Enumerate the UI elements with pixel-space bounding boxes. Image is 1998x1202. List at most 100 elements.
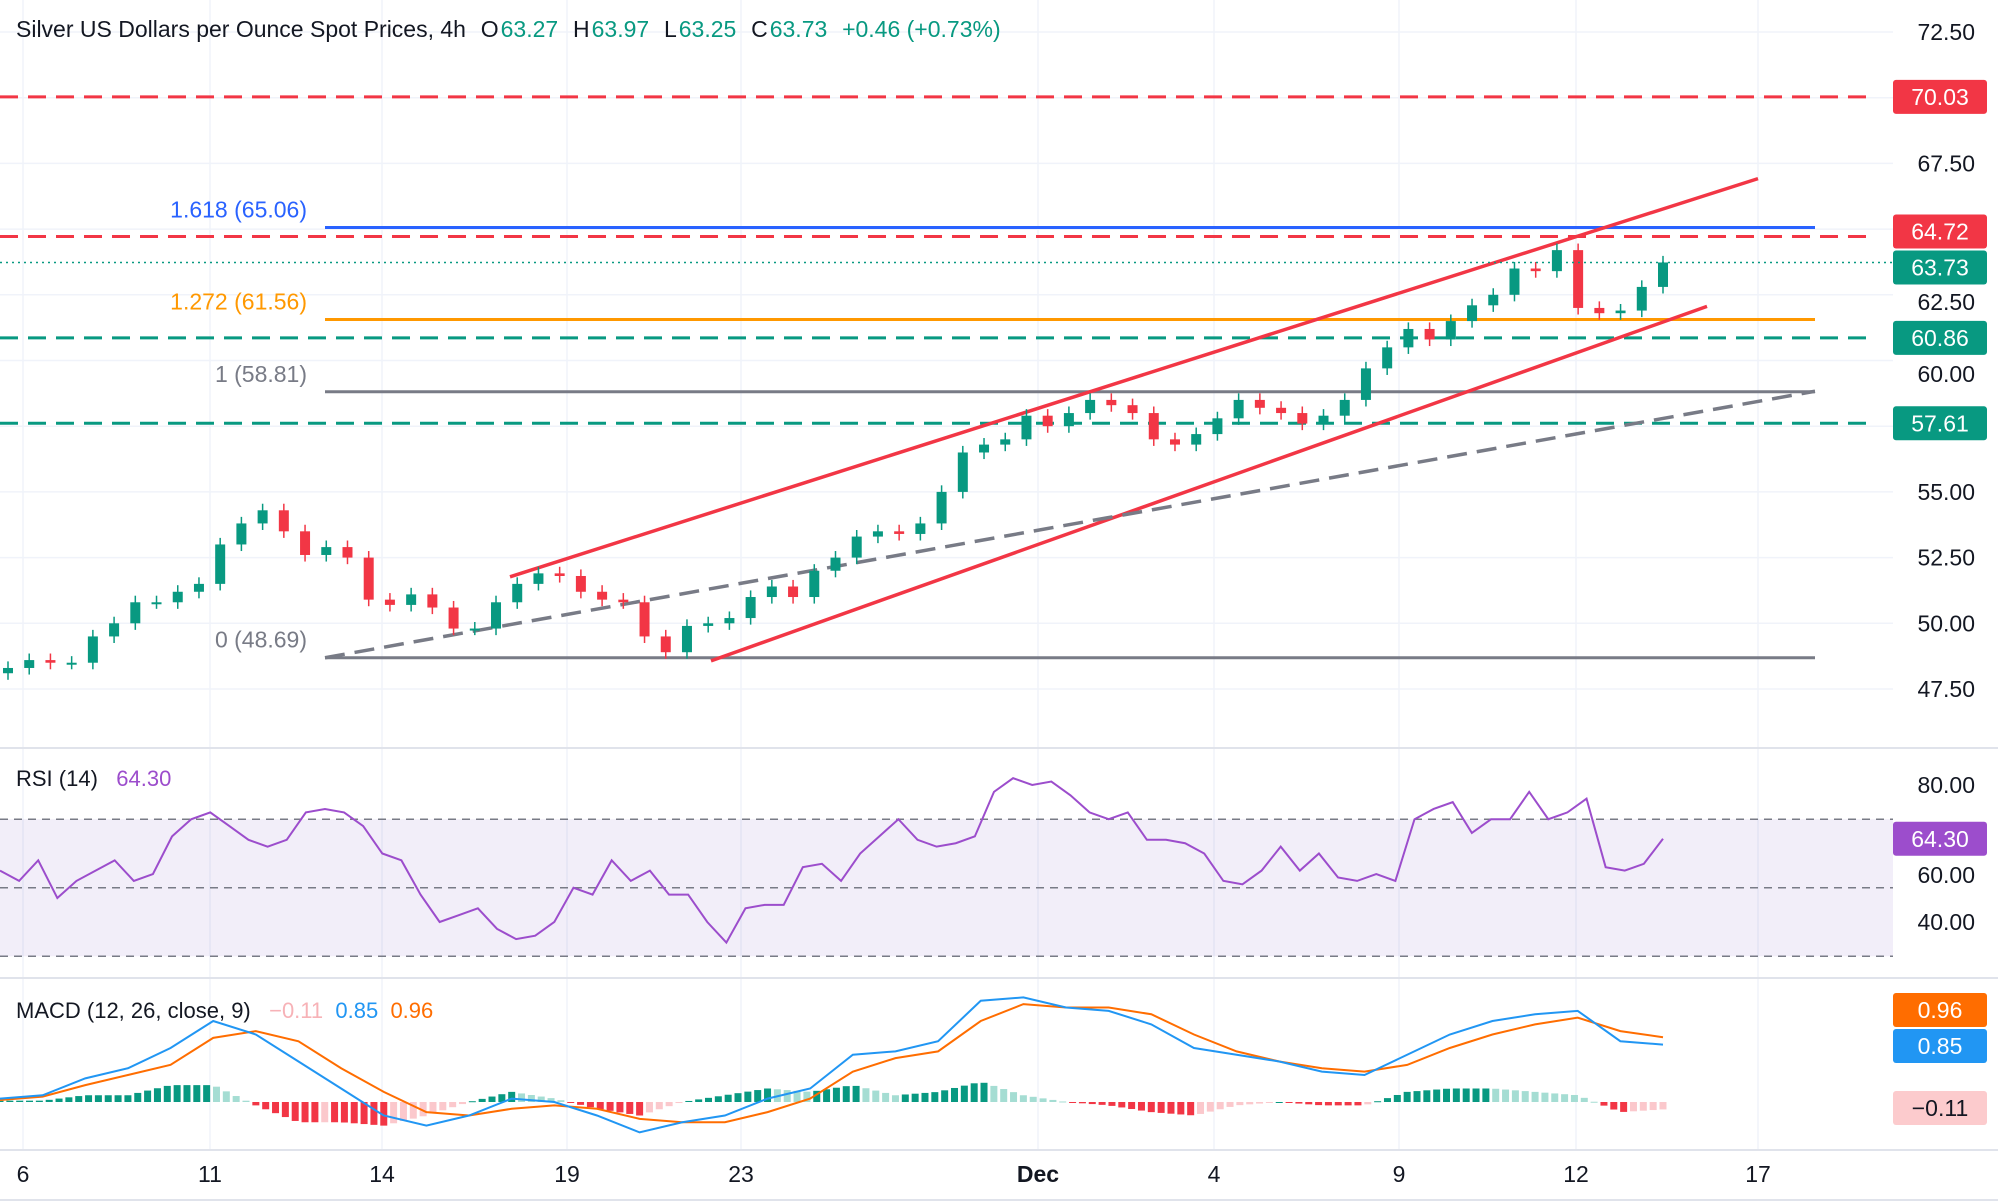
macd-histogram-bar [1541,1092,1549,1102]
candle-body [1445,321,1456,340]
macd-histogram-bar [951,1087,959,1102]
macd-histogram-bar [636,1102,644,1116]
candle-body [1212,418,1223,435]
candle-body [1276,407,1287,414]
candle-body [130,602,141,624]
candle-body [979,444,990,453]
macd-histogram-bar [990,1085,998,1102]
macd-histogram-bar [488,1096,496,1102]
macd-histogram-bar [1029,1096,1037,1102]
time-axis-tick: 6 [17,1161,30,1187]
macd-histogram-bar [921,1092,929,1102]
candle-body [406,594,417,605]
macd-histogram-bar [94,1095,102,1102]
macd-histogram-bar [872,1090,880,1102]
time-axis-tick: 11 [198,1161,222,1187]
macd-histogram-bar [1354,1102,1362,1106]
price-axis-tick: 60.00 [1917,361,1975,387]
candle-body [109,623,120,637]
candle-body [257,510,268,524]
macd-histogram-bar [449,1102,457,1108]
open-value: 63.27 [500,16,559,42]
macd-histogram-bar [1285,1102,1293,1103]
candle-body [24,660,35,668]
macd-histogram-bar [1147,1102,1155,1113]
rsi-title: RSI (14) [16,766,98,791]
macd-histogram-bar [891,1095,899,1102]
level-price-tag [1893,406,1987,441]
close-value: 63.73 [769,16,828,42]
macd-histogram-bar [1187,1102,1195,1116]
macd-histogram-bar [1403,1091,1411,1102]
candle-body [1021,415,1032,440]
macd-line [0,996,1664,1134]
macd-histogram-bar [655,1102,663,1110]
macd-histogram-bar [1383,1098,1391,1102]
macd-histogram-bar [281,1102,289,1118]
macd-histogram-bar [1423,1090,1431,1102]
candle-body [554,573,565,576]
macd-histogram-bar [586,1102,594,1108]
macd-histogram-bar [1452,1088,1460,1102]
time-axis-tick: 17 [1745,1161,1771,1187]
candle-body [1615,310,1626,314]
macd-histogram-bar [813,1090,821,1102]
macd-histogram-bar [1492,1088,1500,1102]
candle-body [1594,307,1605,314]
macd-histogram-bar [75,1096,83,1102]
low-value: 63.25 [678,16,737,42]
level-price-tag-label: 60.86 [1911,325,1969,351]
price-axis-tick: 52.50 [1917,545,1975,571]
macd-histogram-bar [1206,1102,1214,1112]
macd-histogram-bar [714,1096,722,1102]
macd-histogram-bar [567,1102,575,1103]
candle-body [321,547,332,555]
candle-body [491,602,502,629]
candle-body [660,636,671,653]
candle-body [1233,399,1244,419]
time-axis-tick: 12 [1563,1161,1589,1187]
macd-histogram-bar [478,1098,486,1102]
macd-histogram-bar [1443,1088,1451,1102]
rsi-line [0,777,1664,945]
candle-body [1000,439,1011,445]
macd-histogram-bar [882,1092,890,1102]
candle-body [936,491,947,524]
time-axis-tick: 4 [1208,1161,1221,1187]
candle-body [1382,347,1393,369]
candle-body [830,557,841,571]
macd-histogram-bar [941,1090,949,1102]
macd-histogram-bar [1049,1099,1057,1102]
candle-body [1360,368,1371,400]
macd-histogram-bar [439,1102,447,1111]
macd-histogram-bar [232,1096,240,1102]
macd-line-value: 0.85 [335,998,379,1023]
macd-signal-value: 0.96 [390,998,434,1023]
candle-body [766,586,777,598]
macd-histogram-bar [970,1083,978,1102]
high-value: 63.97 [591,16,650,42]
macd-histogram-bar [547,1098,555,1102]
macd-histogram-bar [272,1102,280,1114]
price-axis-tick: 62.50 [1917,289,1975,315]
candle-body [1148,413,1159,440]
macd-histogram-bar [65,1097,73,1102]
candle-body [384,599,395,605]
candle-body [45,660,56,663]
macd-histogram-bar [55,1098,63,1102]
level-price-tag [1893,79,1987,114]
macd-histogram-bar [616,1102,624,1113]
rsi-value-tag-label: 64.30 [1911,826,1969,852]
candle-body [469,628,480,631]
rsi-value-tag [1893,821,1987,856]
macd-legend: MACD (12, 26, close, 9) −0.11 0.85 0.96 [16,998,433,1024]
price-axis-tick: 55.00 [1917,479,1975,505]
candle-body [1424,328,1435,340]
macd-histogram-bar [380,1102,388,1126]
current-price-tag-label: 63.73 [1911,254,1969,280]
macd-histogram-bar [1167,1102,1175,1114]
candle-body [1636,286,1647,311]
rsi-legend: RSI (14) 64.30 [16,766,171,792]
macd-signal-tag-label: 0.96 [1918,997,1963,1023]
